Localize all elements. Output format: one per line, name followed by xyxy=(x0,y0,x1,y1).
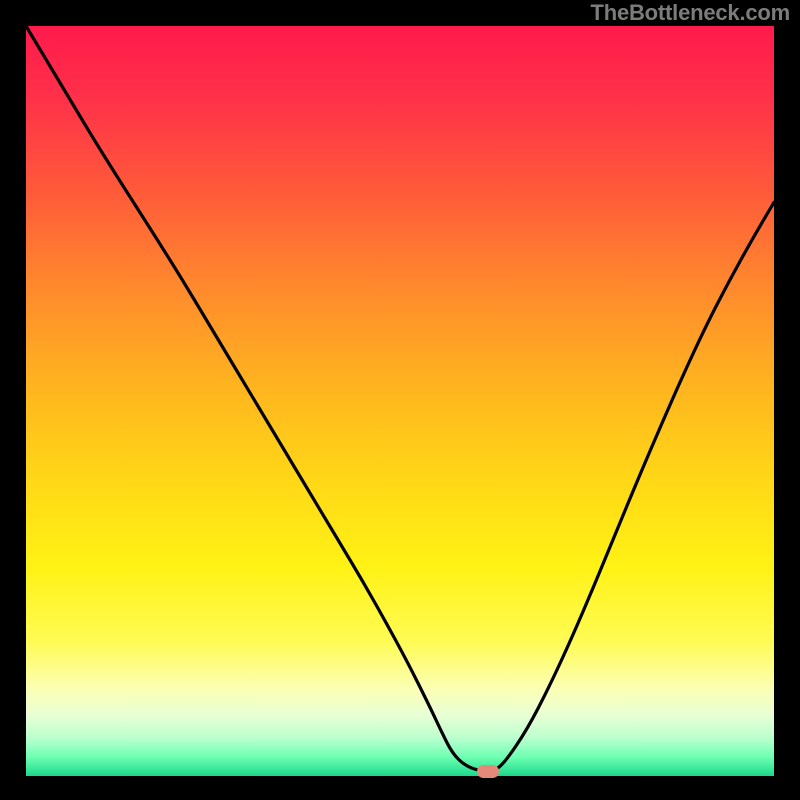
chart-plot-wrap xyxy=(26,26,774,776)
chart-container: TheBottleneck.com xyxy=(0,0,800,800)
bottleneck-line-chart xyxy=(26,26,774,776)
attribution-label: TheBottleneck.com xyxy=(590,0,800,26)
bottleneck-marker xyxy=(477,765,499,778)
